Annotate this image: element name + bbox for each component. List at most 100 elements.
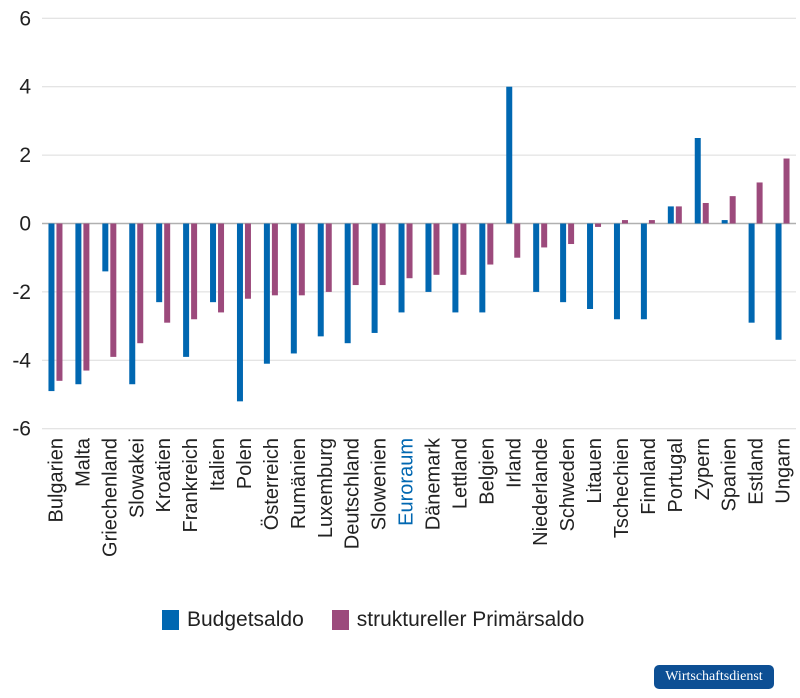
- bar-budgetsaldo: [479, 223, 486, 313]
- legend: Budgetsaldo struktureller Primärsaldo: [162, 608, 612, 632]
- bar-primaersaldo: [621, 220, 628, 224]
- y-tick-label: 4: [19, 76, 31, 99]
- x-tick-label: Rumänien: [288, 438, 310, 529]
- bar-primaersaldo: [164, 223, 171, 323]
- bar-primaersaldo: [595, 223, 602, 227]
- x-tick-label: Tschechien: [611, 438, 633, 538]
- bar-budgetsaldo: [533, 223, 540, 292]
- bar-budgetsaldo: [560, 223, 567, 303]
- bar-budgetsaldo: [452, 223, 459, 313]
- publisher-logo: Wirtschaftsdienst: [654, 665, 774, 689]
- x-tick-label: Bulgarien: [45, 438, 67, 523]
- x-tick-label: Kroatien: [153, 438, 175, 513]
- logo-text: Wirtschaftsdienst: [665, 669, 763, 684]
- bar-primaersaldo: [325, 223, 332, 292]
- bar-primaersaldo: [137, 223, 144, 344]
- x-tick-label: Euroraum: [396, 438, 418, 526]
- x-tick-label: Finnland: [638, 438, 660, 515]
- bar-primaersaldo: [352, 223, 359, 286]
- legend-item-primaersaldo: struktureller Primärsaldo: [331, 608, 585, 632]
- bar-primaersaldo: [379, 223, 386, 286]
- bar-primaersaldo: [568, 223, 575, 245]
- bar-primaersaldo: [729, 196, 736, 224]
- bar-primaersaldo: [298, 223, 305, 296]
- x-tick-label: Frankreich: [180, 438, 202, 532]
- x-tick-label: Lettland: [449, 438, 471, 509]
- bar-budgetsaldo: [587, 223, 594, 309]
- bar-primaersaldo: [648, 220, 655, 224]
- x-tick-label: Irland: [503, 438, 525, 488]
- bar-budgetsaldo: [156, 223, 163, 303]
- bar-primaersaldo: [218, 223, 225, 313]
- bar-budgetsaldo: [640, 223, 647, 320]
- legend-label: struktureller Primärsaldo: [356, 608, 585, 631]
- bar-primaersaldo: [783, 158, 790, 224]
- bar-primaersaldo: [191, 223, 198, 320]
- y-tick-label: 2: [19, 144, 31, 167]
- bar-primaersaldo: [756, 182, 763, 224]
- bar-primaersaldo: [244, 223, 251, 299]
- x-tick-label: Spanien: [719, 438, 741, 511]
- bar-budgetsaldo: [290, 223, 297, 354]
- x-tick-label: Deutschland: [342, 438, 364, 549]
- y-tick-label: -4: [12, 349, 31, 372]
- x-tick-label: Polen: [234, 438, 256, 489]
- legend-label: Budgetsaldo: [187, 608, 304, 631]
- bar-budgetsaldo: [613, 223, 620, 320]
- x-tick-label: Ungarn: [773, 438, 795, 504]
- x-tick-label: Schweden: [557, 438, 579, 531]
- bar-primaersaldo: [487, 223, 494, 265]
- y-tick-label: -6: [12, 418, 31, 441]
- y-tick-label: 0: [19, 213, 31, 236]
- bar-primaersaldo: [433, 223, 440, 275]
- x-tick-label: Estland: [746, 438, 768, 505]
- bar-budgetsaldo: [398, 223, 405, 313]
- bar-budgetsaldo: [344, 223, 351, 344]
- x-tick-label: Dänemark: [422, 437, 444, 530]
- bar-budgetsaldo: [210, 223, 217, 303]
- bar-budgetsaldo: [425, 223, 432, 292]
- y-tick-label: -2: [12, 281, 31, 304]
- bar-primaersaldo: [514, 223, 521, 258]
- bar-primaersaldo: [406, 223, 413, 279]
- bar-primaersaldo: [460, 223, 467, 275]
- x-tick-label: Niederlande: [530, 438, 552, 546]
- bar-budgetsaldo: [183, 223, 190, 357]
- x-tick-label: Malta: [72, 437, 94, 487]
- bar-budgetsaldo: [694, 138, 701, 224]
- bar-budgetsaldo: [775, 223, 782, 340]
- bar-budgetsaldo: [102, 223, 109, 272]
- bar-budgetsaldo: [129, 223, 136, 385]
- x-tick-label: Griechenland: [99, 438, 121, 557]
- bar-budgetsaldo: [371, 223, 378, 333]
- bar-primaersaldo: [541, 223, 548, 248]
- bar-primaersaldo: [675, 206, 682, 224]
- x-tick-label: Österreich: [261, 438, 283, 530]
- bar-budgetsaldo: [721, 220, 728, 224]
- x-tick-label: Italien: [207, 438, 229, 491]
- bar-primaersaldo: [56, 223, 63, 381]
- bar-primaersaldo: [271, 223, 278, 296]
- x-tick-label: Zypern: [692, 438, 714, 500]
- bar-primaersaldo: [110, 223, 117, 357]
- bar-budgetsaldo: [748, 223, 755, 323]
- bar-budgetsaldo: [317, 223, 324, 337]
- bar-budgetsaldo: [667, 206, 674, 224]
- y-tick-label: 6: [19, 7, 31, 30]
- bar-budgetsaldo: [506, 86, 513, 224]
- legend-swatch: [162, 610, 179, 630]
- bar-budgetsaldo: [75, 223, 82, 385]
- legend-item-budgetsaldo: Budgetsaldo: [162, 608, 304, 632]
- bar-budgetsaldo: [263, 223, 270, 364]
- x-tick-label: Litauen: [584, 438, 606, 504]
- bar-primaersaldo: [702, 202, 709, 224]
- x-tick-label: Slowakei: [126, 438, 148, 518]
- x-tick-label: Luxemburg: [315, 438, 337, 538]
- bar-budgetsaldo: [236, 223, 243, 402]
- x-tick-label: Portugal: [665, 438, 687, 513]
- bar-budgetsaldo: [48, 223, 55, 392]
- x-tick-label: Belgien: [476, 438, 498, 505]
- x-tick-label: Slowenien: [369, 438, 391, 530]
- bar-primaersaldo: [83, 223, 90, 371]
